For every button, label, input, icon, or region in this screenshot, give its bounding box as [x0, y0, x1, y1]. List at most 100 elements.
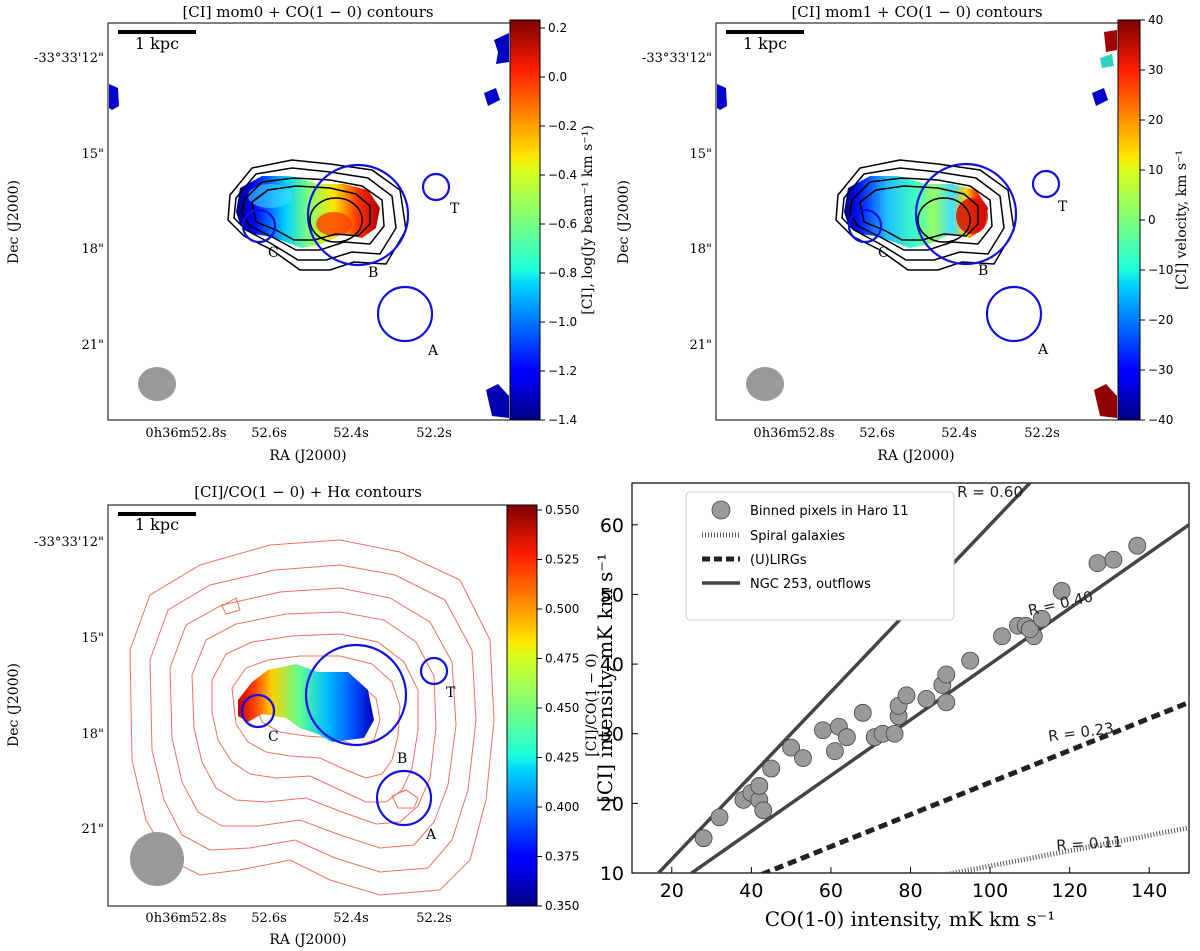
data-point [1088, 554, 1107, 572]
ratio-line [758, 700, 1189, 873]
panel1-peak [316, 212, 352, 236]
x-tick-label: 120 [1052, 880, 1088, 902]
scatter-points [694, 536, 1147, 848]
ratio-line-label: R = 0.11 [1056, 833, 1123, 855]
panel2-colorbar-ticks: 40 30 20 10 0 −10 −20 −30 −40 [1140, 13, 1173, 427]
x-tick-label: 140 [1131, 880, 1167, 902]
ra-tick: 52.6s [859, 426, 895, 441]
dec-tick: 18" [81, 727, 104, 742]
panel3-dec-ticks: -33°33'12" 15" 18" 21" [34, 535, 104, 837]
colorbar-tick-label: 0.525 [545, 553, 579, 567]
colorbar-tick-label: 0.375 [545, 850, 579, 864]
scatter-yticks: 10 20 30 40 50 60 [600, 515, 638, 885]
panel1-xlabel: RA (J2000) [269, 448, 346, 464]
ra-tick: 52.4s [941, 426, 977, 441]
colorbar-tick-label: 20 [1148, 113, 1163, 127]
panel2-edge-blob [1104, 30, 1117, 52]
data-point [794, 749, 812, 767]
legend-spiral: Spiral galaxies [750, 529, 845, 544]
colorbar-tick-label: −0.8 [548, 266, 577, 280]
panel1-scalebar-label: 1 kpc [135, 34, 179, 53]
ra-tick: 52.4s [333, 911, 369, 926]
panel3-label-b: B [397, 751, 407, 767]
ra-tick: 52.2s [1024, 426, 1060, 441]
panel3-region-b [304, 643, 408, 747]
data-point [937, 665, 956, 684]
panel1-colorbar-ticks: 0.2 0.0 −0.2 −0.4 −0.6 −0.8 −1.0 −1.2 −1.4 [540, 21, 577, 427]
panel1-dec-ticks: -33°33'12" 15" 18" 21" [34, 51, 104, 353]
panel3-colorbar [506, 504, 538, 907]
colorbar-tick-label: 0.475 [545, 652, 579, 666]
panel1-ylabel: Dec (J2000) [6, 180, 22, 264]
legend-marker-binned [711, 500, 731, 520]
data-point [1128, 536, 1147, 555]
panel1-edge-blob [486, 384, 509, 418]
dec-tick: 18" [81, 242, 104, 257]
data-point [750, 777, 769, 795]
panel2-scalebar-label: 1 kpc [743, 34, 787, 53]
colorbar-tick-label: −40 [1148, 413, 1173, 427]
legend-ulirgs: (U)LIRGs [750, 553, 807, 568]
panel1-region-b [306, 163, 410, 267]
panel1-knot [248, 184, 292, 208]
panel-scatter: 20 40 60 80 100 120 140 10 20 30 40 50 60 R = 0.60 R… [593, 482, 1190, 931]
panel3-scalebar-label: 1 kpc [135, 515, 179, 534]
dec-tick: -33°33'12" [34, 51, 104, 66]
panel1-region-t [421, 172, 451, 202]
panel2-label-c: C [878, 245, 889, 261]
y-tick-label: 10 [600, 863, 624, 885]
colorbar-tick-label: 0.425 [545, 751, 579, 765]
panel1-title: [CI] mom0 + CO(1 − 0) contours [182, 3, 433, 21]
panel2-regions [847, 162, 1061, 343]
panel2-colorbar-label: [CI] velocity, km s⁻¹ [1174, 150, 1190, 290]
ra-tick: 52.2s [416, 911, 452, 926]
y-tick-label: 20 [600, 793, 624, 815]
panel1-label-a: A [427, 343, 439, 359]
ra-tick: 52.6s [251, 426, 287, 441]
x-tick-label: 100 [972, 880, 1008, 902]
x-tick-label: 80 [898, 880, 922, 902]
colorbar-tick-label: 0.350 [545, 899, 579, 913]
data-point [1052, 582, 1071, 600]
panel2-ylabel: Dec (J2000) [616, 180, 632, 264]
panel2-edge-blob [1092, 88, 1108, 106]
data-point [1032, 609, 1051, 628]
legend-binned: Binned pixels in Haro 11 [750, 504, 908, 519]
panel-mom0: [CI] mom0 + CO(1 − 0) contours 1 kpc C B [6, 3, 596, 464]
data-point [782, 738, 801, 757]
colorbar-tick-label: 10 [1148, 163, 1163, 177]
panel1-region-c [241, 208, 277, 244]
x-tick-label: 60 [819, 880, 843, 902]
panel2-beam [746, 367, 784, 401]
data-point [710, 808, 729, 827]
dec-tick: 18" [689, 242, 712, 257]
data-point [853, 703, 872, 722]
colorbar-tick-label: −1.2 [548, 364, 577, 378]
ratio-line [688, 523, 1189, 873]
data-point [885, 724, 904, 743]
ra-tick: 0h36m52.8s [145, 911, 226, 926]
panel2-edge-blob [717, 84, 727, 110]
dec-tick: 21" [81, 822, 104, 837]
dec-tick: 21" [689, 338, 712, 353]
scatter-xlabel: CO(1-0) intensity, mK km s⁻¹ [765, 907, 1056, 931]
legend-box [685, 491, 955, 621]
colorbar-tick-label: −1.0 [548, 315, 577, 329]
panel3-title: [CI]/CO(1 − 0) + Hα contours [194, 483, 422, 501]
panel3-xlabel: RA (J2000) [269, 932, 346, 948]
colorbar-tick-label: 0.500 [545, 602, 579, 616]
data-point [993, 627, 1011, 646]
ra-tick: 0h36m52.8s [145, 426, 226, 441]
panel3-colorbar-label: [CI]/CO(1 − 0) [584, 653, 600, 756]
panel3-beam [130, 832, 184, 886]
scatter-legend: Binned pixels in Haro 11 Spiral galaxies… [685, 491, 955, 621]
data-point [1104, 550, 1123, 569]
panel2-region-t [1031, 169, 1061, 199]
data-point [754, 801, 773, 820]
dec-tick: -33°33'12" [642, 51, 712, 66]
panel1-edge-blob [109, 84, 119, 110]
colorbar-tick-label: −1.4 [548, 413, 577, 427]
ra-tick: 0h36m52.8s [753, 426, 834, 441]
x-tick-label: 40 [739, 880, 763, 902]
colorbar-tick-label: 0.450 [545, 701, 579, 715]
